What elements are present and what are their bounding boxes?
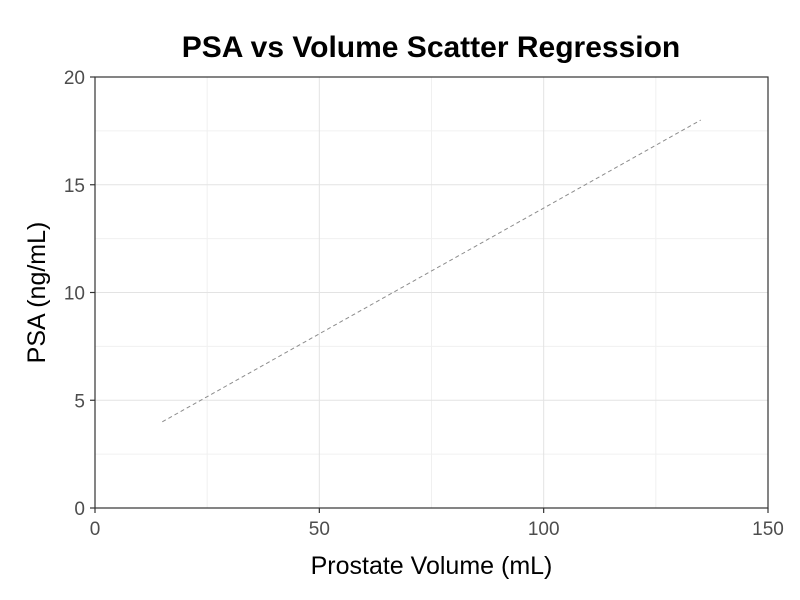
x-axis-title: Prostate Volume (mL) xyxy=(311,552,553,580)
y-tick-label: 10 xyxy=(64,284,85,305)
x-tick-label: 150 xyxy=(752,519,784,540)
x-tick-label: 0 xyxy=(90,519,101,540)
chart-title: PSA vs Volume Scatter Regression xyxy=(182,31,681,64)
regression-line xyxy=(162,119,701,423)
y-tick-label: 0 xyxy=(74,499,85,520)
y-axis: 0 5 10 15 20 xyxy=(64,68,95,520)
x-tick-label: 50 xyxy=(309,519,330,540)
x-axis: 0 50 100 150 xyxy=(90,508,784,540)
y-tick-label: 15 xyxy=(64,176,85,197)
y-tick-label: 5 xyxy=(74,391,85,412)
series-layer xyxy=(162,119,701,423)
x-tick-label: 100 xyxy=(528,519,560,540)
y-tick-label: 20 xyxy=(64,68,85,89)
minor-gridlines xyxy=(95,77,768,508)
y-axis-title: PSA (ng/mL) xyxy=(23,222,51,364)
